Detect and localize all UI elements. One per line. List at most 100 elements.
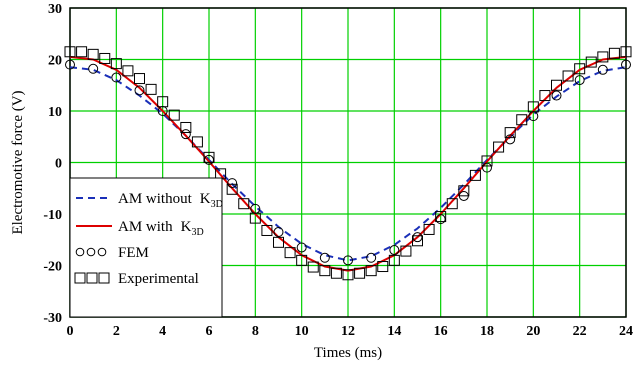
experimental-point — [365, 265, 377, 277]
experimental-point — [469, 169, 481, 181]
fem-point — [296, 242, 307, 253]
fem-point — [343, 255, 353, 266]
experimental-point — [249, 212, 261, 224]
x-tick-label: 24 — [619, 324, 633, 339]
fem-point — [366, 252, 377, 263]
experimental-point — [504, 127, 516, 139]
experimental-point — [110, 58, 122, 70]
experimental-point — [388, 254, 400, 266]
y-tick-label: 0 — [55, 157, 62, 172]
experimental-point — [203, 151, 215, 163]
x-tick-label: 20 — [526, 324, 540, 339]
experimental-point — [412, 235, 423, 247]
y-tick-label: -30 — [43, 311, 62, 326]
series-3 — [64, 46, 632, 281]
experimental-point — [597, 51, 609, 63]
x-tick-label: 6 — [206, 324, 213, 339]
x-tick-label: 10 — [295, 324, 309, 339]
experimental-point — [64, 46, 76, 58]
x-tick-label: 14 — [387, 324, 401, 339]
experimental-point — [585, 56, 597, 68]
legend-label-3: Experimental — [118, 271, 199, 287]
experimental-point — [319, 265, 331, 277]
y-tick-label: -10 — [43, 208, 62, 223]
experimental-point — [446, 198, 458, 210]
fem-point — [273, 227, 284, 238]
fem-point — [597, 64, 608, 75]
experimental-point — [191, 136, 203, 148]
fem-point — [134, 85, 145, 96]
experimental-point — [296, 254, 308, 266]
legend-marker — [97, 247, 107, 257]
experimental-point — [307, 261, 319, 273]
fem-point — [505, 134, 516, 145]
experimental-point — [330, 267, 342, 279]
x-tick-label: 16 — [434, 324, 448, 339]
legend-marker — [75, 247, 85, 257]
experimental-point — [273, 236, 284, 248]
plot-frame — [69, 7, 627, 318]
fem-point — [389, 245, 400, 256]
experimental-point — [620, 46, 632, 58]
experimental-point — [157, 96, 169, 108]
experimental-point — [238, 198, 250, 210]
x-tick-label: 0 — [67, 324, 74, 339]
experimental-point — [400, 245, 412, 257]
x-tick-label: 2 — [113, 324, 120, 339]
legend-box — [69, 177, 223, 318]
experimental-point — [354, 267, 366, 279]
x-tick-label: 4 — [159, 324, 166, 339]
experimental-point — [134, 73, 145, 85]
fem-point — [482, 162, 492, 173]
y-tick-label: 10 — [48, 105, 62, 120]
experimental-point — [226, 183, 238, 195]
experimental-point — [516, 114, 528, 126]
fem-point — [574, 75, 585, 86]
experimental-point — [493, 141, 505, 153]
experimental-point — [527, 101, 539, 113]
legend-symbol-2 — [75, 247, 107, 257]
x-axis-label: Times (ms) — [314, 345, 382, 361]
fem-point — [551, 90, 562, 101]
experimental-point — [87, 48, 99, 60]
experimental-point — [435, 211, 447, 223]
legend-label-2: FEM — [118, 245, 149, 261]
experimental-point — [145, 83, 157, 95]
experimental-point — [423, 223, 435, 235]
experimental-point — [574, 63, 586, 75]
x-tick-label: 12 — [341, 324, 355, 339]
legend-marker — [86, 247, 96, 257]
experimental-point — [608, 47, 620, 59]
experimental-point — [562, 70, 574, 82]
experimental-point — [458, 185, 470, 197]
fem-point — [621, 59, 631, 70]
y-tick-label: 30 — [48, 2, 62, 17]
experimental-point — [99, 52, 111, 64]
series-layer — [64, 46, 632, 281]
experimental-point — [180, 121, 192, 133]
fem-point — [65, 59, 75, 70]
x-tick-label: 18 — [480, 324, 494, 339]
series-line — [69, 55, 627, 272]
legend-marker — [74, 272, 86, 284]
x-tick-label: 8 — [252, 324, 259, 339]
experimental-point — [377, 261, 389, 273]
fem-point — [319, 252, 330, 263]
y-tick-label: -20 — [43, 260, 62, 275]
experimental-point — [284, 247, 296, 259]
y-tick-label: 20 — [48, 54, 62, 69]
legend-symbol-3 — [74, 272, 110, 284]
experimental-point — [481, 155, 493, 167]
legend-label-1: AM with K3D — [118, 219, 204, 238]
fem-point — [111, 72, 122, 83]
experimental-point — [539, 90, 551, 102]
fem-point — [88, 63, 99, 74]
x-tick-label: 22 — [573, 324, 587, 339]
experimental-point — [76, 46, 88, 58]
experimental-point — [551, 79, 562, 91]
experimental-point — [342, 269, 354, 281]
experimental-point — [261, 224, 273, 236]
